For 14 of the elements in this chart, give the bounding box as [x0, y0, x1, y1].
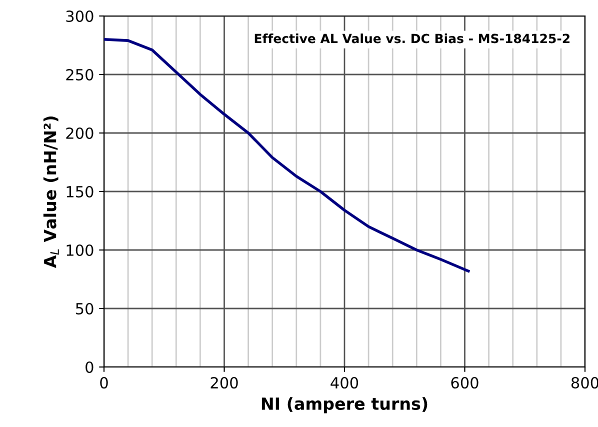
y-tick-label: 50: [76, 302, 94, 315]
y-tick-label: 300: [66, 10, 94, 22]
x-tick-label: 200: [210, 376, 238, 389]
text: Effective AL Value vs. DC Bias - MS-184125-2: [254, 34, 570, 44]
y-tick-label: 100: [66, 244, 94, 256]
y-tick-label: 150: [66, 186, 94, 198]
y-axis-title: A$_{L}$ Value (nH/N²): [43, 116, 59, 268]
y-tick-label: 200: [66, 127, 94, 140]
x-tick-label: 600: [451, 376, 478, 389]
x-axis-title: NI (ampere turns): [262, 397, 428, 414]
y-tick-label: 0: [86, 361, 94, 374]
x-tick-label: 400: [330, 376, 358, 389]
x-tick-label: 0: [100, 376, 108, 389]
y-tick-label: 250: [66, 68, 94, 81]
